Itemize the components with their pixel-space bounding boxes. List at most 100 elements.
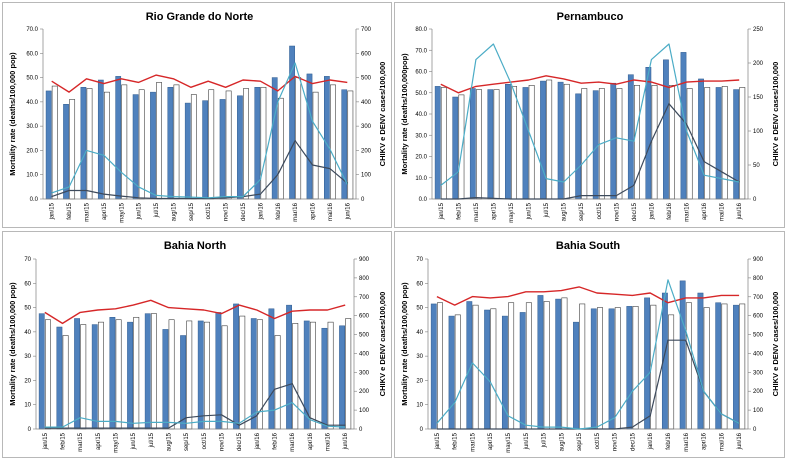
chart-svg: Pernambuco 0.0 10.0 20.0 30.0 40.0 50.0 60.0 70.… — [400, 11, 780, 223]
x-tick-label: nov/15 — [224, 202, 230, 221]
y2-tick-label: 400 — [753, 351, 764, 357]
panel-rio-grande-do-norte: Rio Grande do Norte 0.0 10.0 20.0 30.0 40.0 50… — [2, 2, 392, 228]
bar-expected-jun-16 — [345, 318, 352, 430]
bar-observed-aug-15 — [167, 87, 174, 200]
bar-observed-nov-15 — [610, 82, 617, 200]
bar-expected-apr-16 — [312, 91, 319, 200]
bar-observed-dec-15 — [237, 95, 243, 200]
bar-observed-jun-15 — [522, 87, 529, 200]
x-tick-label: jun/16 — [343, 432, 349, 450]
bar-expected-feb-15 — [458, 94, 465, 200]
y2-tick-label: 800 — [359, 276, 370, 282]
x-tick-label: aug/15 — [167, 432, 173, 451]
y-tick-label: 60.0 — [26, 51, 38, 57]
x-tick-label: aug/15 — [562, 202, 568, 221]
y2-tick-label: 600 — [359, 314, 370, 320]
y-tick-label: 40 — [416, 330, 423, 336]
bar-expected-feb-16 — [669, 85, 676, 200]
bar-expected-feb-16 — [668, 314, 675, 430]
x-tick-label: oct/15 — [595, 432, 601, 449]
bar-expected-feb-16 — [274, 335, 281, 430]
bar-expected-aug-15 — [561, 297, 568, 430]
series-line-denv — [51, 62, 348, 199]
bar-observed-jul-15 — [537, 295, 544, 430]
y2-tick-label: 100 — [359, 408, 370, 414]
bar-observed-may-15 — [505, 84, 511, 200]
bar-expected-may-15 — [508, 302, 515, 430]
bar-expected-mai-16 — [721, 303, 728, 430]
bar-observed-jan-15 — [38, 313, 45, 430]
bar-expected-mar-15 — [80, 324, 87, 430]
y-tick-label: 50 — [24, 306, 31, 312]
y-tick-label: 40.0 — [415, 112, 427, 118]
x-tick-label: apr/16 — [311, 202, 317, 220]
x-tick-label: apr/16 — [702, 432, 708, 450]
panel-bahia-north: Bahia North 0 10 20 30 40 50 60 70 0 100 200 300 400 5… — [2, 231, 392, 458]
bar-expected-aug-15 — [563, 83, 570, 200]
bar-expected-jan-15 — [51, 85, 58, 200]
y-tick-label: 80.0 — [415, 27, 427, 33]
bar-observed-jul-15 — [150, 91, 156, 200]
bar-observed-nov-15 — [219, 99, 226, 200]
x-tick-label: sep/15 — [577, 432, 583, 451]
x-tick-label: may/15 — [114, 432, 120, 452]
bar-observed-feb-15 — [452, 96, 459, 200]
bar-expected-jan-16 — [651, 85, 658, 200]
bar-observed-apr-16 — [697, 292, 704, 430]
bar-expected-jun-15 — [133, 316, 140, 430]
bar-observed-oct-15 — [202, 100, 209, 200]
y2-tick-label: 700 — [361, 27, 372, 33]
x-tick-label: mar/16 — [293, 202, 299, 221]
bar-observed-feb-16 — [663, 59, 669, 200]
bar-expected-jan-16 — [256, 319, 263, 430]
y-tick-label: 70.0 — [415, 48, 427, 54]
series-line-denv — [436, 279, 740, 430]
x-tick-label: oct/15 — [206, 202, 212, 219]
y2-tick-label: 500 — [753, 333, 764, 339]
x-tick-label: jan/15 — [439, 202, 445, 220]
bar-observed-apr-16 — [698, 78, 704, 200]
bar-observed-feb-15 — [56, 326, 63, 430]
bar-expected-jul-15 — [543, 301, 550, 430]
bar-observed-apr-15 — [97, 79, 104, 200]
chart-svg: Rio Grande do Norte 0.0 10.0 20.0 30.0 40.0 50… — [8, 11, 387, 223]
x-tick-label: mar/16 — [685, 202, 691, 221]
x-tick-label: aug/15 — [559, 432, 565, 451]
y2-tick-label: 100 — [361, 173, 372, 179]
y2-axis-title: CHIKV e DENV cases/100,000 — [378, 292, 387, 397]
y-tick-label: 30 — [24, 354, 31, 360]
bar-observed-dec-15 — [627, 74, 634, 200]
y2-tick-label: 250 — [753, 27, 764, 33]
y-tick-label: 30 — [416, 354, 423, 360]
y2-tick-label: 0 — [753, 197, 757, 203]
bar-expected-apr-16 — [704, 87, 711, 200]
bar-expected-jan-15 — [437, 302, 443, 430]
y-axis-title: Mortality rate (deaths/100,000 pop) — [8, 52, 17, 176]
x-tick-label: jun/15 — [524, 432, 530, 450]
y-tick-label: 20 — [416, 378, 423, 384]
y2-tick-label: 200 — [753, 61, 764, 67]
x-tick-label: nov/15 — [614, 202, 620, 221]
x-tick-label: may/15 — [506, 432, 512, 452]
y-tick-label: 30.0 — [26, 124, 38, 130]
y2-tick-label: 400 — [361, 100, 372, 106]
y2-tick-label: 100 — [753, 408, 764, 414]
y-tick-label: 60.0 — [415, 70, 427, 76]
x-tick-label: jun/16 — [737, 432, 743, 450]
bar-observed-jan-15 — [434, 86, 441, 200]
y2-tick-label: 300 — [359, 370, 370, 376]
y2-tick-label: 200 — [753, 389, 764, 395]
bar-observed-jun-16 — [339, 325, 345, 430]
x-tick-label: mai/16 — [326, 432, 332, 451]
x-tick-label: feb/15 — [61, 432, 67, 449]
x-tick-label: jul/15 — [154, 202, 160, 218]
bar-observed-mai-16 — [321, 327, 328, 430]
x-tick-label: mar/15 — [84, 202, 90, 221]
x-tick-label: jan/16 — [258, 202, 264, 220]
y2-tick-label: 500 — [361, 76, 372, 82]
bar-expected-sep-15 — [581, 88, 588, 200]
bar-expected-jun-15 — [138, 89, 145, 200]
bar-expected-mar-15 — [86, 88, 93, 200]
x-tick-label: mar/16 — [290, 432, 296, 451]
y2-tick-label: 50 — [753, 163, 760, 169]
